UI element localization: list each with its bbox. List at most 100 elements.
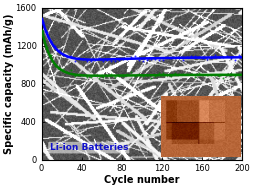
Point xyxy=(181,72,185,75)
Point xyxy=(105,74,109,77)
Point xyxy=(89,76,93,79)
Point xyxy=(137,59,141,62)
Point xyxy=(169,56,173,59)
Point xyxy=(60,67,65,70)
Point xyxy=(189,55,193,58)
Point xyxy=(97,76,101,79)
Point xyxy=(177,56,181,59)
Point xyxy=(229,73,233,76)
Y-axis label: Specific capacity (mAh/g): Specific capacity (mAh/g) xyxy=(4,13,14,154)
Point xyxy=(221,76,225,79)
Point xyxy=(237,74,241,77)
Point xyxy=(133,75,137,78)
Point xyxy=(113,75,117,78)
Point xyxy=(197,56,201,59)
Point xyxy=(189,72,193,75)
Point xyxy=(157,72,161,75)
Point xyxy=(77,57,81,60)
Point xyxy=(145,58,149,61)
Point xyxy=(233,74,237,77)
Point xyxy=(49,40,53,43)
Point xyxy=(57,66,61,69)
Point xyxy=(44,31,49,34)
Point xyxy=(185,55,189,58)
Point xyxy=(97,56,101,59)
Point xyxy=(205,57,209,60)
Point xyxy=(93,58,97,61)
Point xyxy=(73,74,77,77)
Point xyxy=(85,75,89,78)
Point xyxy=(65,56,69,59)
Point xyxy=(185,73,189,76)
Point xyxy=(125,73,129,76)
Point xyxy=(69,54,73,57)
Point xyxy=(221,55,225,58)
Point xyxy=(53,45,57,48)
Point xyxy=(153,74,157,77)
Text: Li-ion Batteries: Li-ion Batteries xyxy=(50,143,128,152)
Point xyxy=(237,53,241,57)
X-axis label: Cycle number: Cycle number xyxy=(104,175,180,185)
Point xyxy=(121,74,125,77)
Point xyxy=(101,60,105,63)
Point xyxy=(57,49,61,52)
Point xyxy=(165,74,169,77)
Point xyxy=(117,58,121,61)
Point xyxy=(149,77,153,80)
Point xyxy=(141,74,145,77)
Point xyxy=(40,29,44,33)
Point xyxy=(145,74,149,77)
Point xyxy=(169,75,173,78)
Point xyxy=(233,58,237,61)
Point xyxy=(129,56,133,59)
Point xyxy=(69,69,73,72)
Point xyxy=(225,54,229,57)
Point xyxy=(181,59,185,62)
Point xyxy=(133,55,137,58)
Point xyxy=(217,74,221,77)
Point xyxy=(173,56,177,59)
Point xyxy=(40,20,44,23)
Point xyxy=(49,54,53,57)
Point xyxy=(113,60,117,63)
Point xyxy=(77,72,81,75)
Point xyxy=(101,75,105,78)
Point xyxy=(81,73,85,76)
Point xyxy=(213,53,217,57)
Point xyxy=(81,58,85,61)
Point xyxy=(157,59,161,62)
Point xyxy=(105,59,109,62)
Point xyxy=(73,59,77,62)
Point xyxy=(197,72,201,75)
Point xyxy=(109,59,113,62)
Point xyxy=(44,45,49,48)
Point xyxy=(209,57,213,60)
Point xyxy=(201,57,205,60)
Point xyxy=(121,58,125,61)
Point xyxy=(225,73,229,76)
Point xyxy=(209,74,213,77)
Point xyxy=(60,52,65,55)
Point xyxy=(173,72,177,75)
Point xyxy=(89,60,93,63)
Point xyxy=(129,70,133,73)
Point xyxy=(205,73,209,76)
Point xyxy=(125,57,129,60)
Point xyxy=(117,75,121,78)
Point xyxy=(161,71,165,74)
Point xyxy=(109,73,113,76)
Point xyxy=(65,70,69,74)
Point xyxy=(153,57,157,60)
Point xyxy=(141,60,145,63)
Point xyxy=(229,56,233,59)
Point xyxy=(217,56,221,59)
Point xyxy=(93,74,97,77)
Point xyxy=(85,60,89,63)
Point xyxy=(193,55,197,58)
Point xyxy=(193,75,197,78)
Point xyxy=(53,64,57,67)
Point xyxy=(177,73,181,76)
Point xyxy=(165,55,169,58)
Point xyxy=(161,59,165,62)
Point xyxy=(137,72,141,75)
